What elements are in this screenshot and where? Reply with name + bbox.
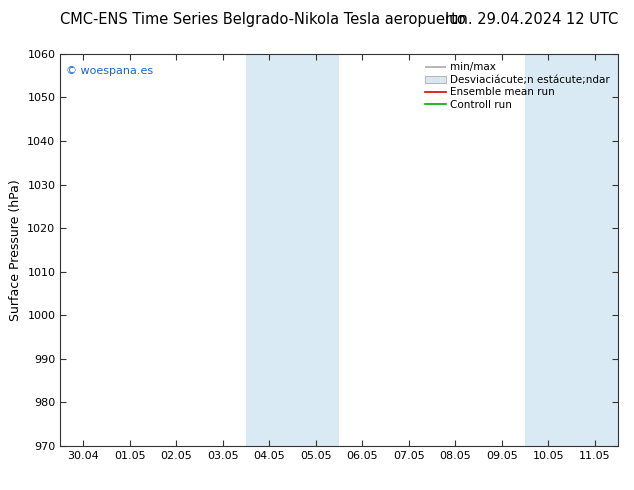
Text: lun. 29.04.2024 12 UTC: lun. 29.04.2024 12 UTC bbox=[445, 12, 618, 27]
Text: © woespana.es: © woespana.es bbox=[66, 66, 153, 75]
Bar bbox=[572, 54, 618, 446]
Y-axis label: Surface Pressure (hPa): Surface Pressure (hPa) bbox=[9, 179, 22, 321]
Text: CMC-ENS Time Series Belgrado-Nikola Tesla aeropuerto: CMC-ENS Time Series Belgrado-Nikola Tesl… bbox=[60, 12, 466, 27]
Bar bbox=[246, 54, 293, 446]
Bar bbox=[525, 54, 572, 446]
Legend: min/max, Desviaciácute;n estácute;ndar, Ensemble mean run, Controll run: min/max, Desviaciácute;n estácute;ndar, … bbox=[422, 59, 613, 113]
Bar bbox=[293, 54, 339, 446]
